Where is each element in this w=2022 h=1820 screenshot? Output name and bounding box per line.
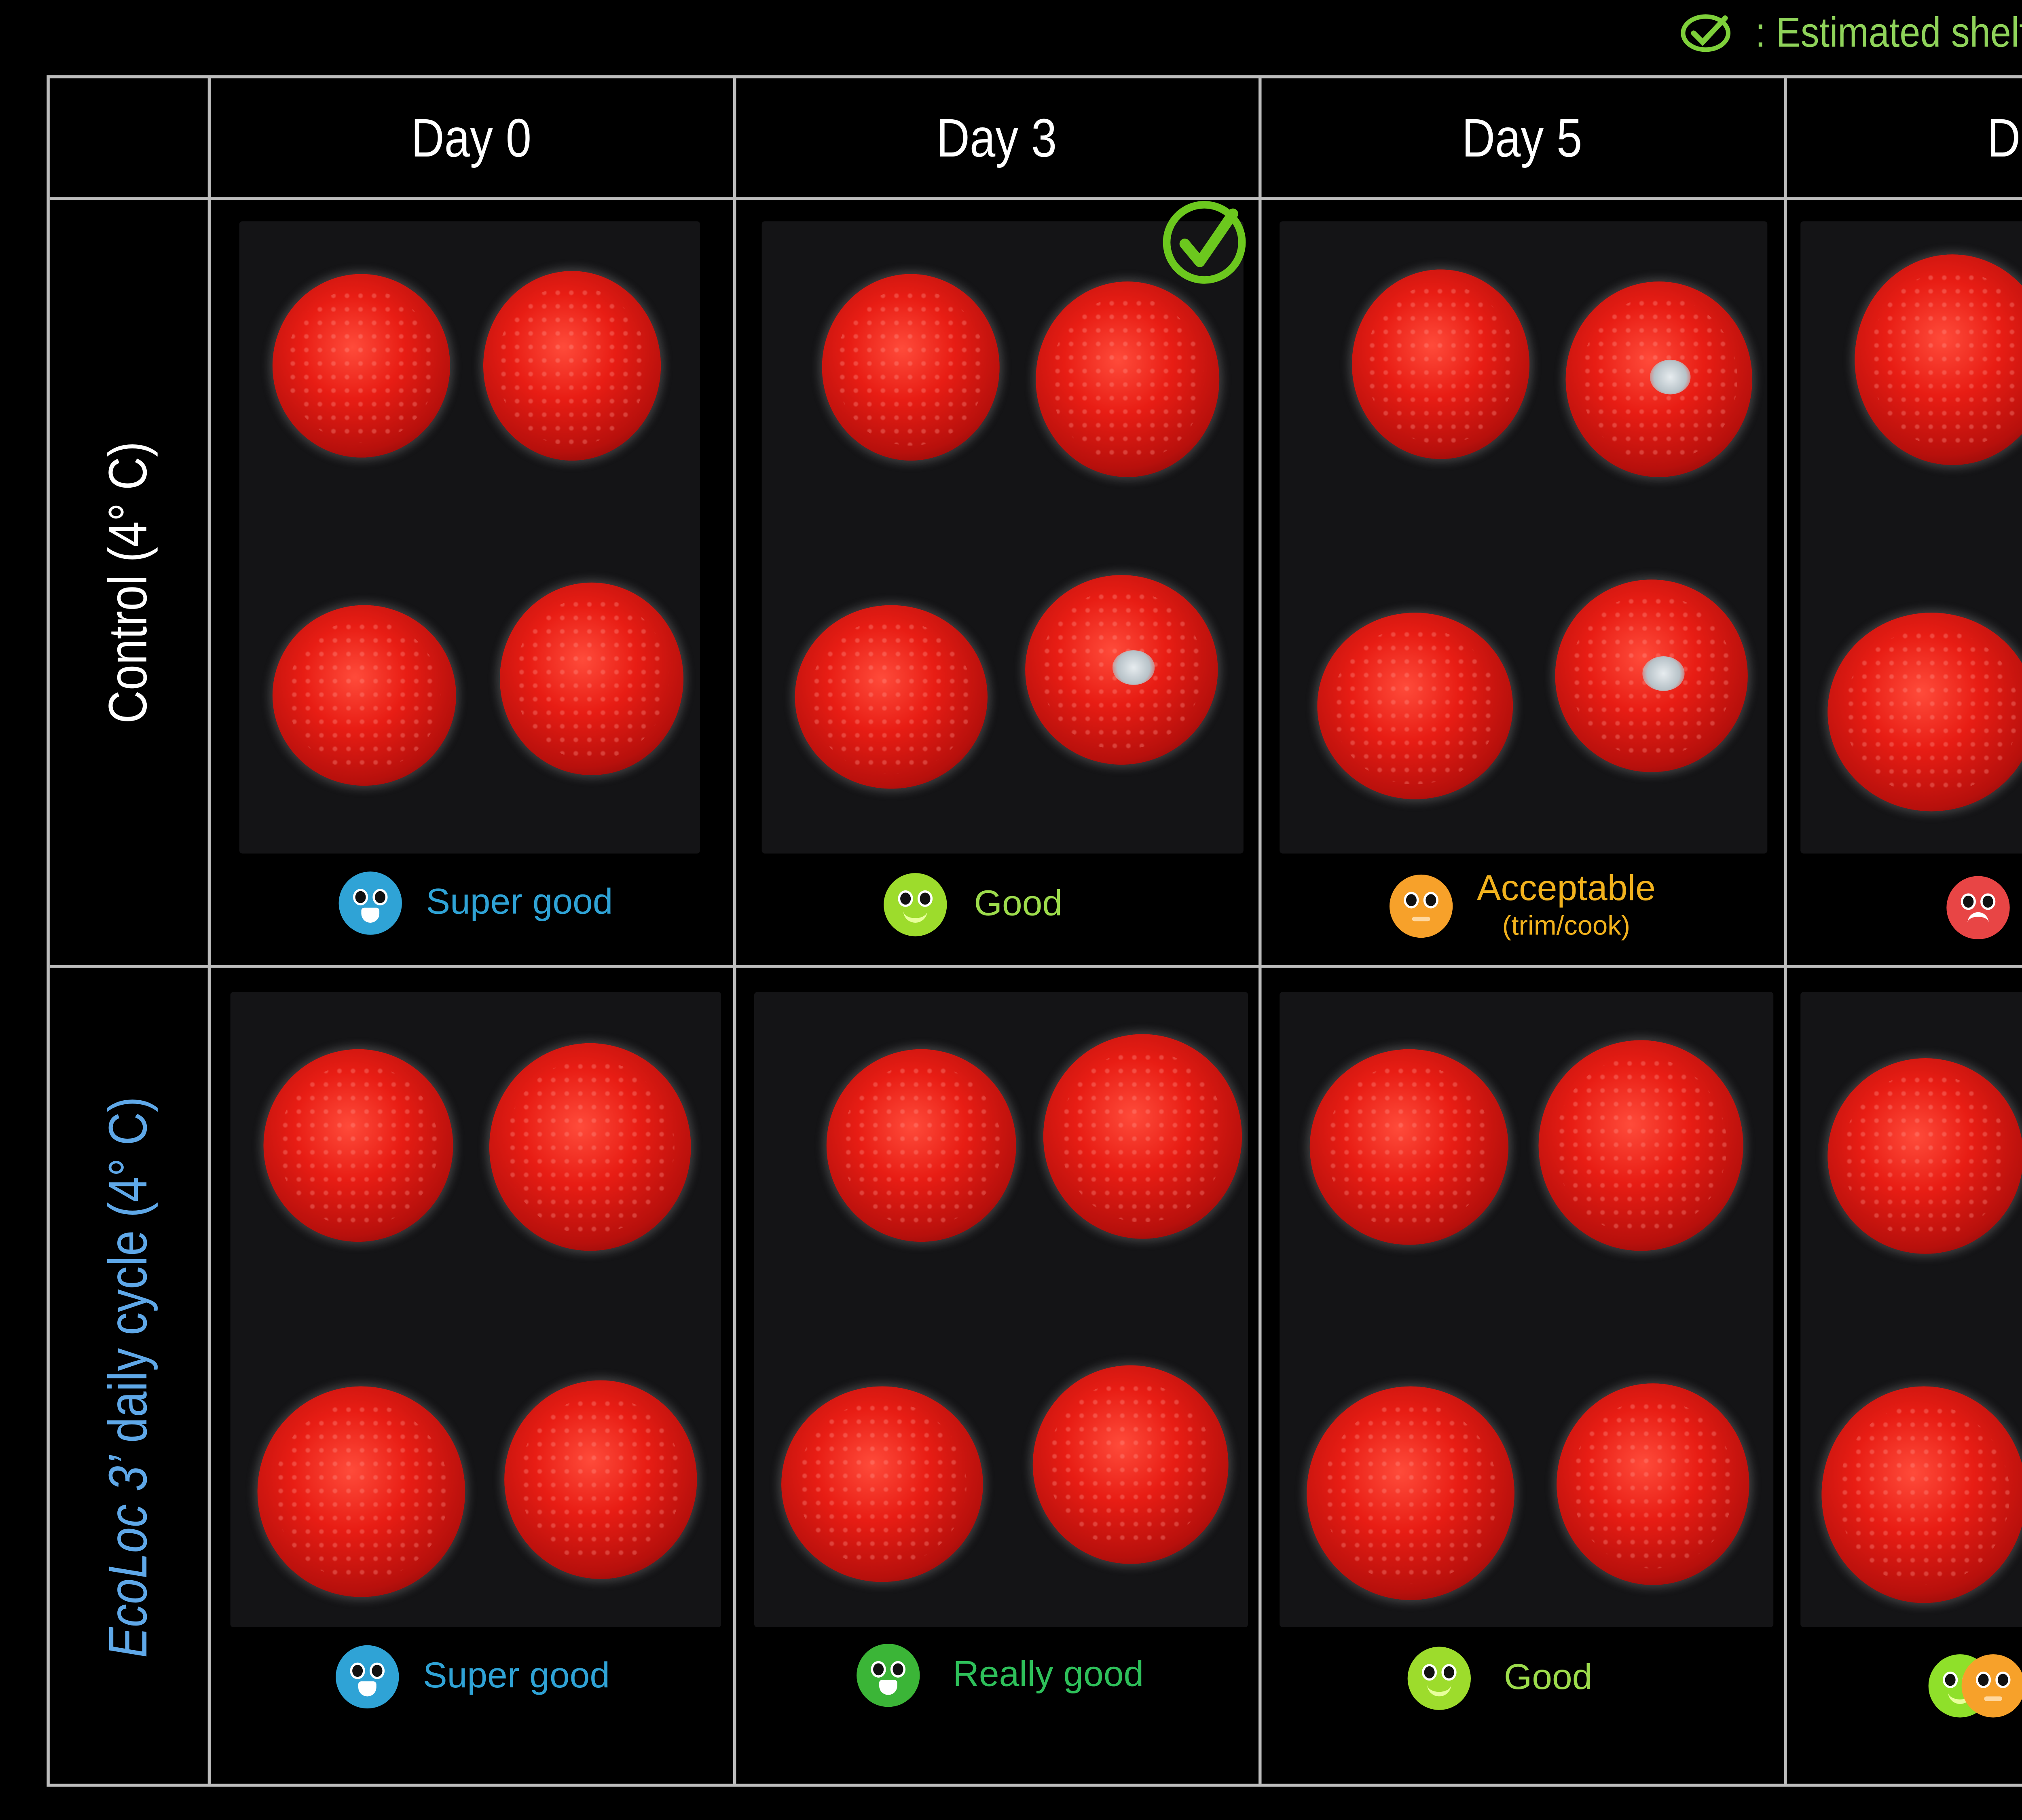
raspberry-photo-control-day-7 bbox=[1800, 221, 2022, 854]
green-tongue-face-icon bbox=[857, 1644, 920, 1707]
legend-label: : Estimated shelf life bbox=[1755, 9, 2022, 56]
column-header-day-0: Day 0 bbox=[412, 107, 532, 169]
raspberry-photo-control-day-0 bbox=[239, 221, 700, 854]
divider bbox=[49, 197, 2022, 201]
divider bbox=[49, 965, 2022, 968]
divider bbox=[1258, 78, 1262, 1784]
legend: : Estimated shelf life bbox=[1680, 6, 2022, 60]
lime-smile-face-icon bbox=[1407, 1647, 1471, 1710]
column-header-day-7: Day 7 bbox=[1988, 107, 2022, 169]
column-header-day-5: Day 5 bbox=[1462, 107, 1583, 169]
rating-label: Acceptable bbox=[1476, 868, 1656, 909]
blue-tongue-face-icon bbox=[336, 1645, 399, 1709]
blue-tongue-face-icon bbox=[338, 871, 402, 935]
row-label-control: Control (4° C) bbox=[97, 441, 159, 724]
rating-control-day-3: Good bbox=[884, 873, 1062, 936]
rating-control-day-5: Acceptable (trim/cook) bbox=[1389, 868, 1656, 941]
row-label-ecoloc: EcoLoc 3’ daily cycle (4° C) bbox=[97, 1097, 159, 1658]
check-circle-icon bbox=[1681, 14, 1731, 52]
comparison-table: Day 0 Day 3 Day 5 Day 7 Control (4° C) E… bbox=[47, 75, 2022, 1787]
raspberry-photo-ecoloc-day-7 bbox=[1800, 992, 2022, 1628]
rating-sublabel: (trim/cook) bbox=[1502, 911, 1631, 941]
raspberry-photo-control-day-5 bbox=[1280, 221, 1768, 854]
rating-ecoloc-day-3: Really good bbox=[857, 1644, 1144, 1707]
divider bbox=[207, 78, 211, 1784]
divider bbox=[1784, 78, 1787, 1784]
raspberry-photo-ecoloc-day-0 bbox=[230, 992, 721, 1628]
column-header-day-3: Day 3 bbox=[937, 107, 1058, 169]
raspberry-photo-ecoloc-day-3 bbox=[754, 992, 1248, 1628]
raspberry-photo-ecoloc-day-5 bbox=[1280, 992, 1774, 1628]
divider bbox=[733, 78, 736, 1784]
lime-orange-double-face-icon bbox=[1928, 1654, 2022, 1718]
raspberry-photo-control-day-3 bbox=[761, 221, 1244, 854]
rating-ecoloc-day-7: Acceptable bbox=[1928, 1654, 2022, 1718]
rating-control-day-7: Waste bbox=[1946, 876, 2022, 939]
lime-smile-face-icon bbox=[884, 873, 947, 936]
rating-ecoloc-day-5: Good bbox=[1407, 1647, 1592, 1710]
rating-control-day-0: Super good bbox=[338, 871, 613, 935]
rating-ecoloc-day-0: Super good bbox=[336, 1645, 610, 1709]
orange-neutral-face-icon bbox=[1389, 873, 1453, 937]
red-sad-face-icon bbox=[1946, 876, 2010, 939]
check-circle-icon bbox=[1163, 201, 1246, 284]
